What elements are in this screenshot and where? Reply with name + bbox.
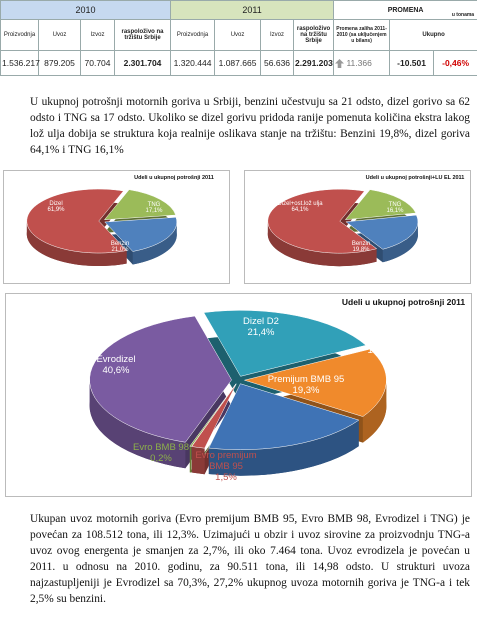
column-header: Proizvodnja bbox=[0, 19, 39, 51]
slice-name: Evrodizel bbox=[96, 354, 136, 365]
cell: -10.501 bbox=[389, 50, 435, 76]
column-header: Izvoz bbox=[80, 19, 115, 51]
slice-side bbox=[208, 420, 359, 476]
slice-value: 19,8% bbox=[352, 247, 370, 253]
cell: 70.704 bbox=[80, 50, 115, 76]
slice bbox=[267, 188, 378, 254]
slice-name: Evro premijum BMB 95 bbox=[195, 450, 257, 472]
paragraph: U ukupnoj potrošnji motornih goriva u Sr… bbox=[30, 96, 470, 156]
slice bbox=[208, 383, 360, 450]
slice-name: Dizel bbox=[49, 201, 63, 207]
slice-name: Dizel D2 bbox=[243, 316, 279, 327]
column-header: Izvoz bbox=[260, 19, 295, 51]
cell: 2.301.704 bbox=[113, 50, 172, 76]
slice-side bbox=[191, 446, 205, 475]
slice-side bbox=[132, 221, 177, 265]
chart-title: Udeli u ukupnoj potrošnji 2011 bbox=[341, 297, 466, 307]
slice-name: Evro BMB 98 bbox=[133, 442, 189, 453]
slice bbox=[103, 189, 177, 221]
group-title: PROMENA bbox=[387, 6, 424, 14]
chart-box: Udeli u ukupnoj potrošnji 2011 Dizel D2 21… bbox=[5, 293, 472, 497]
column-header: Uvoz bbox=[38, 19, 81, 51]
slice bbox=[89, 315, 232, 443]
slice-label: TNG 17,1% bbox=[368, 334, 395, 356]
slice-name: TNG bbox=[370, 334, 392, 345]
slice-label: Evro premijum BMB 95 1,5% bbox=[191, 450, 261, 483]
pie-chart bbox=[26, 188, 177, 267]
slice bbox=[243, 348, 387, 417]
slice-label: Benzin 19,8% bbox=[352, 241, 370, 253]
slice-value: 17,1% bbox=[145, 208, 163, 214]
slice-label: Evro BMB 98 0,2% bbox=[126, 442, 196, 464]
slice-value: 64,1% bbox=[291, 207, 309, 213]
slice-name: TNG bbox=[388, 202, 402, 208]
slice-label: Dizel 61,9% bbox=[47, 201, 64, 213]
cell: 56.636 bbox=[260, 50, 295, 76]
column-header: raspoloživo na tržištu Srbije bbox=[113, 19, 172, 51]
slice-value: 21,4% bbox=[247, 327, 275, 338]
slice-side bbox=[189, 446, 192, 473]
cell: 1.536.217 bbox=[0, 50, 40, 76]
cell: 11.366 bbox=[333, 50, 391, 76]
slice-label: TNG 17,1% bbox=[145, 202, 162, 214]
slice-name: Dizel+ost.lož ulja bbox=[277, 201, 323, 207]
unit: u tonama bbox=[451, 12, 475, 18]
cell: 879.205 bbox=[38, 50, 81, 76]
slice-value: 1,5% bbox=[215, 472, 237, 483]
chart-box: Udeli u ukupnoj potrošnji 2011 TNG 17,1% Be… bbox=[3, 170, 230, 284]
slice bbox=[191, 383, 237, 449]
slice bbox=[104, 217, 177, 252]
slice-label: Dizel+ost.lož ulja 64,1% bbox=[277, 201, 322, 213]
group-header: 2011 bbox=[170, 0, 335, 20]
slice-value: 17,1% bbox=[367, 345, 395, 356]
paragraph: Ukupan uvoz motornih goriva (Evro premij… bbox=[30, 513, 470, 605]
chart-box: Udeli u ukupnoj potrošnji+LU EL 2011 TNG 1… bbox=[244, 170, 471, 284]
pie-chart bbox=[267, 188, 419, 267]
slice-label: Benzin 21,0% bbox=[111, 241, 129, 253]
column-header: Uvoz bbox=[214, 19, 262, 51]
balance-table: 2010 2011 PROMENA u tonama Proizvodnja Uv… bbox=[0, 0, 477, 76]
column-header: Promena zaliha 2011-2010 (sa uključenjem… bbox=[333, 19, 391, 51]
slice-value: 0,2% bbox=[150, 453, 172, 464]
slice bbox=[345, 214, 419, 250]
slice-value: 40,6% bbox=[102, 365, 130, 376]
slice-name: Benzin bbox=[351, 241, 371, 247]
chart-title: Udeli u ukupnoj potrošnji 2011 bbox=[134, 175, 214, 181]
column-header: raspoloživo na tržištu Srbije bbox=[293, 19, 335, 51]
group-header: PROMENA u tonama bbox=[333, 0, 477, 20]
cell: 1.320.444 bbox=[170, 50, 216, 76]
slice-name: TNG bbox=[147, 202, 161, 208]
column-header: Ukupno bbox=[389, 19, 477, 51]
slice-side bbox=[382, 221, 418, 263]
slice-label: Evrodizel 40,6% bbox=[96, 354, 135, 376]
slice-side bbox=[362, 380, 387, 443]
slice-label: Premijum BMB 95 19,3% bbox=[268, 374, 345, 396]
slice-side bbox=[26, 221, 127, 267]
cell: -0,46% bbox=[433, 50, 477, 76]
cell: 1.087.665 bbox=[214, 50, 262, 76]
up-arrow-icon bbox=[335, 59, 345, 69]
slice-label: Dizel D2 21,4% bbox=[243, 316, 279, 338]
slice-value: 19,3% bbox=[292, 385, 320, 396]
slice-name: Benzin bbox=[110, 241, 130, 247]
slice-label: TNG 16,1% bbox=[386, 202, 403, 214]
group-header: 2010 bbox=[0, 0, 172, 20]
slice bbox=[26, 188, 128, 254]
pie-chart bbox=[89, 310, 387, 476]
chart-title: Udeli u ukupnoj potrošnji+LU EL 2011 bbox=[365, 175, 465, 181]
cell-value: 11.366 bbox=[346, 57, 372, 68]
slice-side bbox=[267, 221, 377, 267]
slice-value: 21,0% bbox=[111, 247, 129, 253]
slice-side bbox=[89, 379, 186, 469]
column-header: Proizvodnja bbox=[170, 19, 216, 51]
slice-name: Premijum BMB 95 bbox=[267, 374, 345, 385]
slice bbox=[203, 310, 367, 377]
cell: 2.291.203 bbox=[293, 50, 335, 76]
slice bbox=[189, 383, 237, 447]
slice-value: 61,9% bbox=[47, 207, 65, 213]
slice-value: 16,1% bbox=[386, 208, 404, 214]
slice bbox=[344, 189, 417, 220]
